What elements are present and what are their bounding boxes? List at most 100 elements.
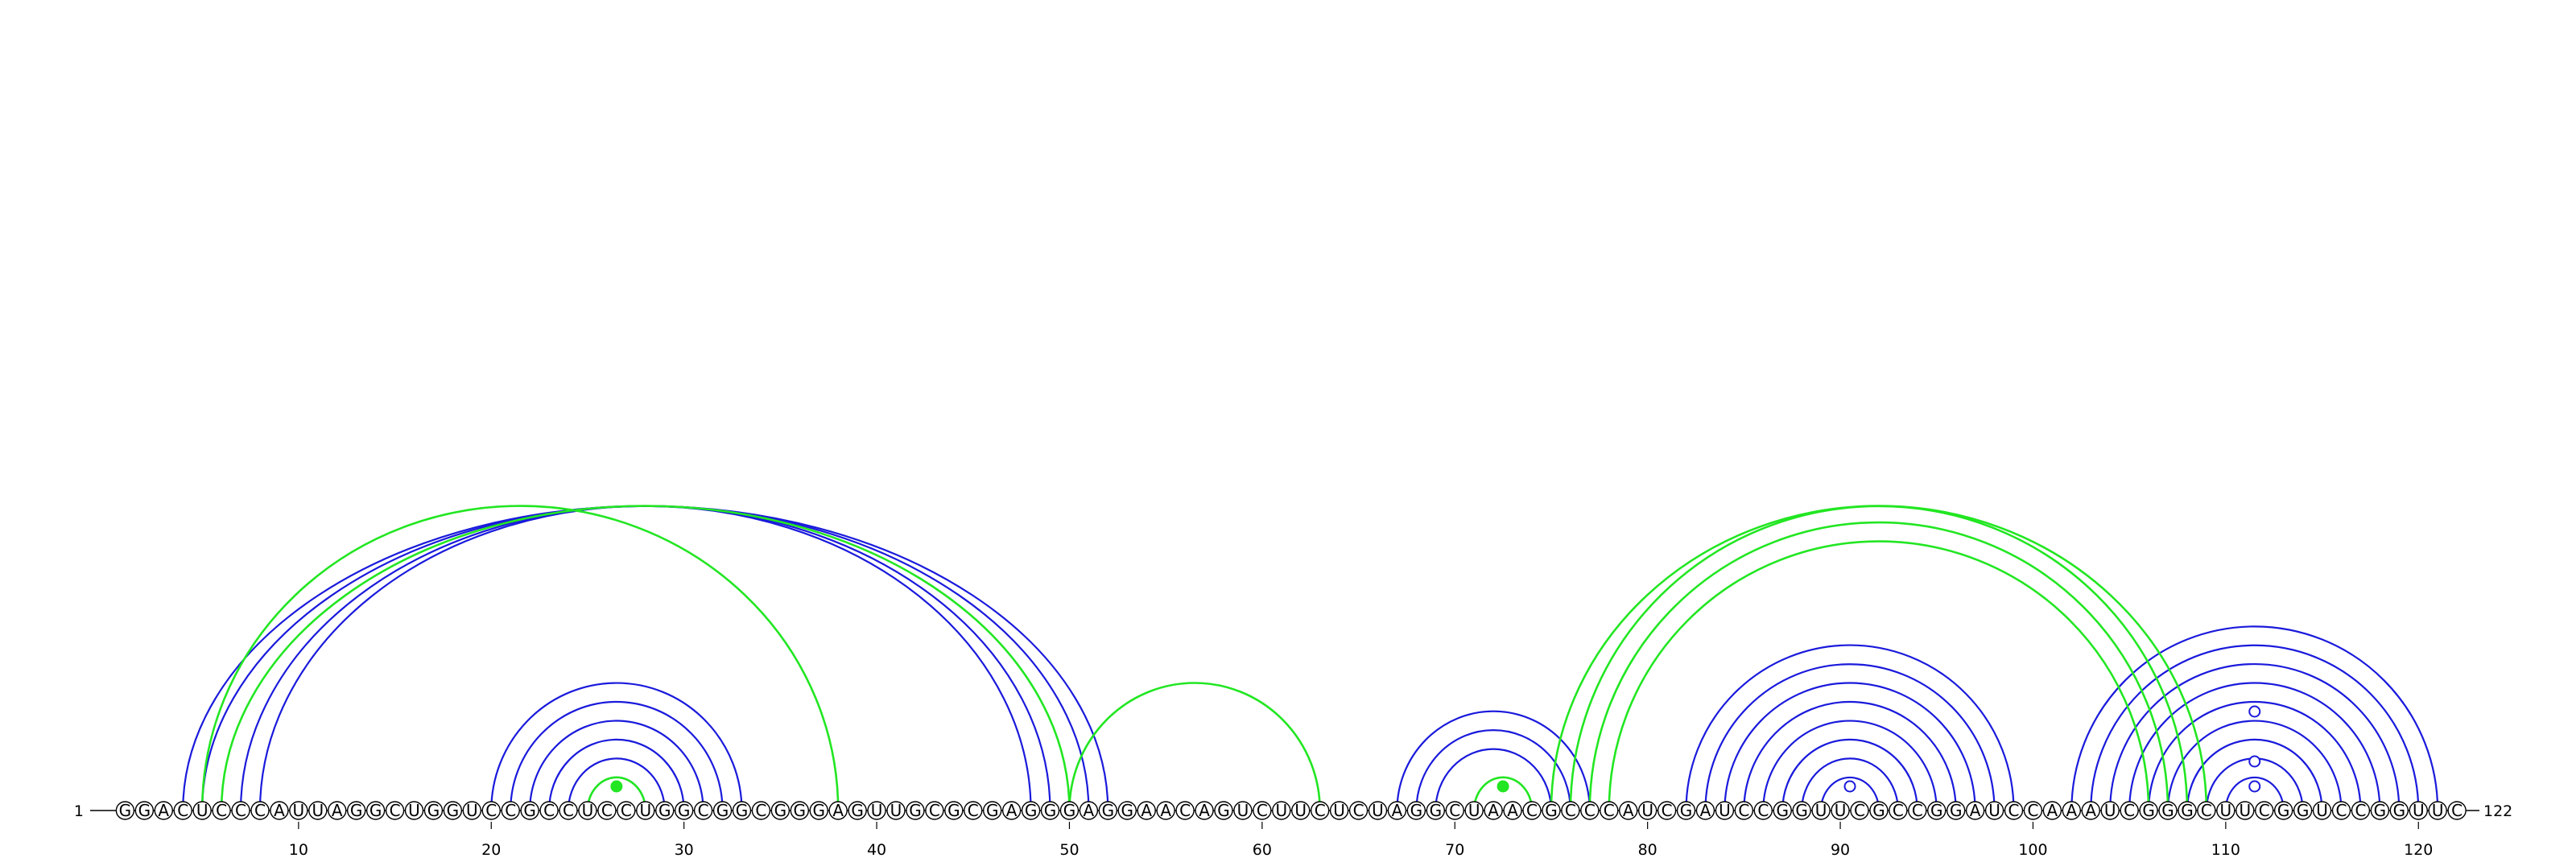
nucleotide-letter: U: [1333, 801, 1345, 820]
nucleotide-circle: [1734, 801, 1754, 820]
nucleotide: G: [848, 801, 867, 820]
nucleotide-letter: U: [1719, 801, 1731, 820]
nucleotide-circle: [559, 801, 578, 820]
nucleotide-letter: C: [2124, 801, 2135, 820]
nucleotide: C: [2197, 801, 2216, 820]
tick-label: 40: [867, 841, 886, 858]
nucleotide-letter: U: [582, 801, 594, 820]
nucleotide: C: [2447, 801, 2467, 820]
nucleotide: A: [270, 801, 289, 820]
nucleotide: G: [1117, 801, 1137, 820]
nucleotide-letter: C: [177, 801, 188, 820]
nucleotide: G: [1426, 801, 1446, 820]
nucleotide-letter: G: [851, 801, 864, 820]
position-tick: 120: [2404, 822, 2433, 858]
nucleotide: C: [481, 801, 501, 820]
nucleotide-circle: [1773, 801, 1792, 820]
nucleotide: C: [231, 801, 250, 820]
nucleotide: C: [617, 801, 636, 820]
nucleotide: G: [520, 801, 539, 820]
position-tick: 110: [2211, 822, 2240, 858]
nucleotide: C: [2004, 801, 2024, 820]
nucleotide: C: [1850, 801, 1869, 820]
nucleotide-circle: [1214, 801, 1233, 820]
nucleotide-circle: [2062, 801, 2082, 820]
nucleotide-circle: [867, 801, 886, 820]
nucleotide-circle: [597, 801, 617, 820]
tick-label: 110: [2211, 841, 2240, 858]
nucleotide-circle: [1195, 801, 1214, 820]
nucleotide: C: [1600, 801, 1619, 820]
nucleotide-letter: U: [1988, 801, 2000, 820]
nucleotide-circle: [1387, 801, 1407, 820]
nucleotide-circle: [1156, 801, 1175, 820]
nucleotide-circle: [1445, 801, 1464, 820]
nucleotide: C: [1445, 801, 1464, 820]
nucleotide: G: [982, 801, 1002, 820]
nucleotide-circle: [1715, 801, 1735, 820]
nucleotide-letter: C: [1449, 801, 1460, 820]
nucleotide-circle: [1079, 801, 1099, 820]
nucleotide-letter: U: [1294, 801, 1307, 820]
blue-arc: [1762, 720, 1938, 811]
nucleotide: G: [770, 801, 791, 820]
nucleotide: C: [501, 801, 520, 820]
nucleotide-letter: A: [1084, 801, 1095, 820]
nucleotide-letter: C: [1526, 801, 1538, 820]
nucleotide: G: [1927, 801, 1946, 820]
nucleotide-circle: [1137, 801, 1156, 820]
nucleotide-letter: A: [2047, 801, 2058, 820]
nucleotide-letter: C: [621, 801, 632, 820]
nucleotide: G: [2158, 801, 2178, 820]
nucleotide-circle: [2293, 801, 2313, 820]
nucleotide: A: [1387, 801, 1407, 820]
nucleotide-circle: [289, 801, 308, 820]
nucleotide-circle: [1001, 801, 1022, 820]
nucleotide-letter: A: [1392, 801, 1403, 820]
nucleotide-circle: [115, 801, 135, 820]
nucleotide-letter: C: [2201, 801, 2212, 820]
nucleotide-circle: [1908, 801, 1927, 820]
nucleotide-circle: [944, 801, 964, 820]
nucleotide: U: [1233, 801, 1253, 820]
position-tick: 60: [1253, 822, 1272, 858]
nucleotide-circle: [173, 801, 192, 820]
nucleotide: G: [134, 801, 155, 820]
nucleotide-letter: G: [119, 801, 132, 820]
nucleotide-letter: C: [543, 801, 555, 820]
nucleotide-circle: [1542, 801, 1561, 820]
nucleotide-letter: G: [1044, 801, 1057, 820]
nucleotide-letter: A: [1160, 801, 1171, 820]
nucleotide-circle: [2139, 801, 2158, 820]
nucleotide-letter: A: [2085, 801, 2096, 820]
nucleotide-letter: U: [2104, 801, 2116, 820]
nucleotide: A: [1195, 801, 1214, 820]
blue-arc: [1704, 663, 1996, 811]
nucleotide-letter: C: [1584, 801, 1596, 820]
position-tick: 10: [289, 822, 308, 858]
nucleotide-circle: [154, 801, 173, 820]
nucleotide-letter: G: [523, 801, 536, 820]
blue-arc: [1435, 748, 1553, 811]
nucleotide-circle: [617, 801, 636, 820]
nucleotide-letter: G: [1545, 801, 1558, 820]
nucleotide-circle: [636, 801, 655, 820]
nucleotide: C: [2023, 801, 2043, 820]
green-arc: [586, 776, 647, 811]
blue-arc: [1820, 776, 1880, 811]
nucleotide-circle: [770, 801, 791, 820]
nucleotide-circle: [2100, 801, 2120, 820]
green-arc: [1550, 505, 2208, 811]
nucleotide-circle: [2312, 801, 2332, 820]
nucleotide: U: [1984, 801, 2004, 820]
nucleotide-letter: C: [1604, 801, 1615, 820]
nucleotide: A: [154, 801, 173, 820]
nucleotide-circle: [1310, 801, 1330, 820]
nucleotide: G: [2293, 801, 2313, 820]
nucleotide: U: [1831, 801, 1850, 820]
position-tick: 90: [1831, 822, 1850, 858]
blue-arc: [2128, 682, 2381, 811]
nucleotide-letter: U: [466, 801, 478, 820]
nucleotide-circle: [404, 801, 424, 820]
nucleotide-letter: C: [1315, 801, 1326, 820]
